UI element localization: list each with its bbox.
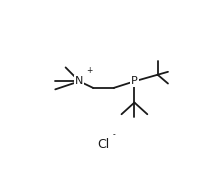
Text: -: - xyxy=(113,130,116,139)
Text: +: + xyxy=(87,66,93,75)
Text: Cl: Cl xyxy=(97,138,110,151)
Text: P: P xyxy=(131,76,138,86)
Text: N: N xyxy=(75,76,83,86)
